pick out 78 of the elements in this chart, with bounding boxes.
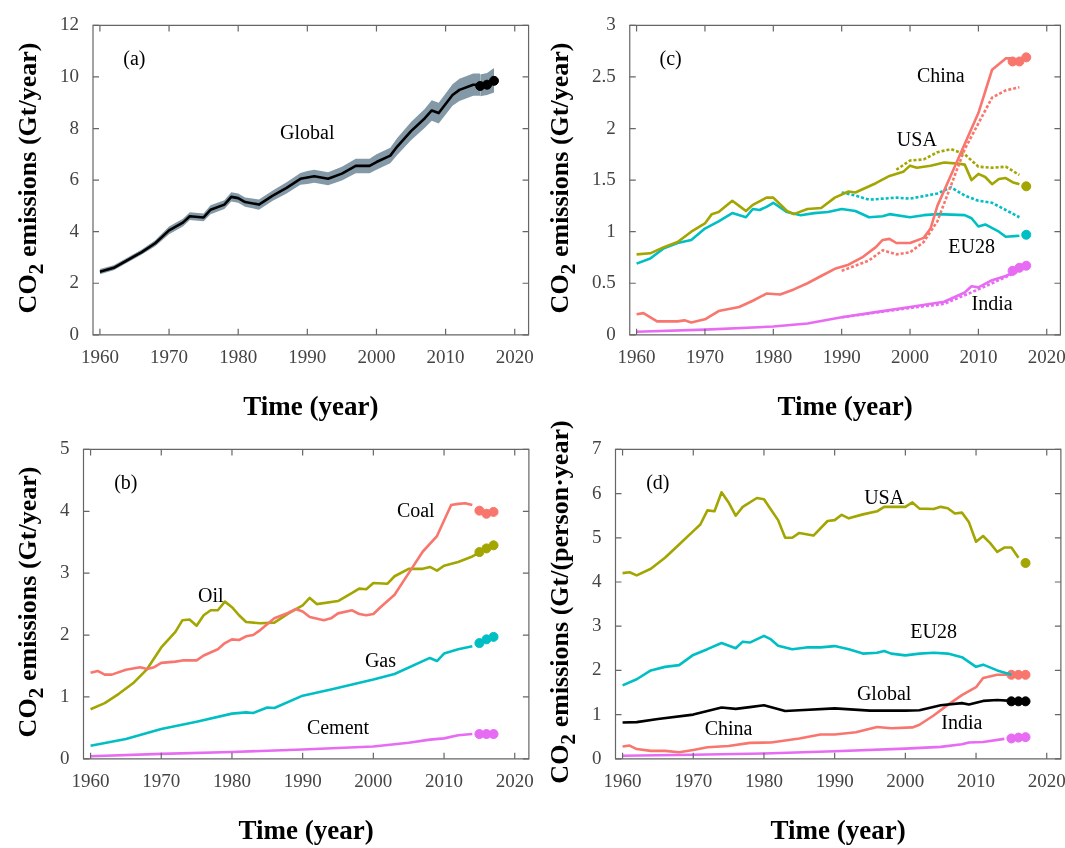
x-tick-label: 2020 [1027,770,1065,792]
y-tick-label: 1 [60,684,70,706]
x-tick-label: 1990 [822,346,861,368]
x-tick-label: 1980 [219,346,258,368]
x-tick-label: 1980 [744,770,783,792]
x-tick-label: 2020 [495,770,534,792]
y-tick-label: 2 [60,623,70,645]
series-label: EU28 [948,235,995,258]
x-tick-label: 2020 [495,346,534,368]
x-tick-label: 1970 [142,770,181,792]
x-tick-label: 2000 [886,770,925,792]
x-tick-label: 2020 [1027,346,1065,368]
x-axis-title: Time (year) [770,814,906,845]
x-tick-label: 2010 [425,770,464,792]
series-label: EU28 [910,620,957,643]
y-tick-label: 2.5 [592,64,616,86]
series-label: USA [864,486,905,509]
x-tick-label: 1960 [71,770,110,792]
series-label: USA [896,128,938,151]
y-tick-label: 1 [592,702,602,724]
y-tick-label: 0.5 [592,271,616,293]
series-label: China [704,717,753,740]
series-label: China [916,64,965,87]
x-tick-label: 1990 [815,770,854,792]
y-tick-label: 4 [69,219,80,241]
y-tick-label: 4 [60,499,70,521]
annotation: (b) [114,470,138,494]
x-tick-label: 1980 [212,770,251,792]
x-axis-title: Time (year) [238,814,374,845]
y-tick-label: 0 [60,746,70,768]
y-tick-label: 5 [592,525,602,547]
series-label: Global [856,681,912,704]
x-tick-label: 2000 [354,770,393,792]
y-tick-label: 7 [592,437,602,459]
series-label: Oil [197,583,224,606]
x-tick-label: 1990 [288,346,327,368]
x-tick-label: 1970 [150,346,189,368]
y-tick-label: 6 [592,481,602,503]
y-tick-label: 6 [69,168,79,190]
x-tick-label: 1960 [603,770,642,792]
y-tick-label: 1 [606,219,616,241]
annotation: (c) [659,46,682,70]
x-axis-title: Time (year) [777,390,913,421]
y-tick-label: 0 [69,322,79,344]
y-tick-label: 12 [60,13,79,35]
y-tick-label: 10 [60,64,79,86]
x-tick-label: 1990 [283,770,322,792]
x-axis-title: Time (year) [243,390,379,421]
x-tick-label: 1960 [80,346,119,368]
x-tick-label: 1960 [617,346,656,368]
x-tick-label: 2010 [959,346,998,368]
annotation: (a) [123,46,146,70]
y-tick-label: 0 [592,746,602,768]
x-tick-label: 1980 [754,346,793,368]
x-tick-label: 2010 [426,346,465,368]
series-label: India [941,710,983,733]
annotation: (d) [646,470,670,494]
x-tick-label: 2010 [957,770,996,792]
y-tick-label: 5 [60,437,70,459]
x-tick-label: 1970 [674,770,713,792]
y-tick-label: 4 [592,569,602,591]
x-tick-label: 2000 [357,346,396,368]
y-tick-label: 1.5 [592,168,616,190]
x-tick-label: 2000 [891,346,930,368]
x-tick-label: 1970 [685,346,724,368]
y-tick-label: 2 [69,271,79,293]
series-label: Coal [396,498,436,521]
series-label: Global [280,120,335,143]
series-label: Cement [306,716,370,739]
y-tick-label: 3 [606,13,616,35]
y-tick-label: 3 [592,614,602,636]
y-tick-label: 3 [60,561,70,583]
y-tick-label: 2 [592,658,602,680]
y-tick-label: 2 [606,116,616,138]
series-label: India [971,292,1013,315]
y-tick-label: 0 [606,322,616,344]
y-tick-label: 8 [69,116,79,138]
series-label: Gas [364,648,397,671]
